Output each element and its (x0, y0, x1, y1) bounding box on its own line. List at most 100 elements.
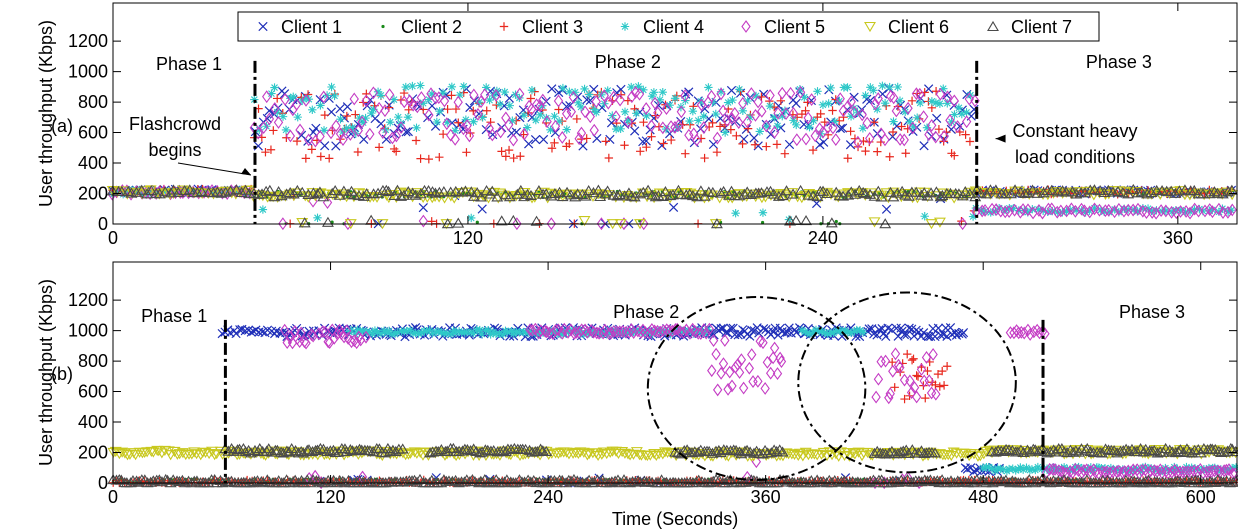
data-point (1178, 184, 1191, 195)
data-point (560, 477, 573, 488)
data-point (408, 329, 418, 338)
data-point (696, 476, 709, 487)
data-point (772, 190, 785, 201)
annotation-label: Flashcrowd (129, 114, 221, 134)
data-point (1096, 205, 1106, 215)
data-point (738, 188, 751, 199)
data-point (446, 329, 456, 339)
data-point (1009, 476, 1022, 487)
data-point (1197, 188, 1209, 199)
data-point (583, 448, 596, 460)
data-point (628, 326, 639, 339)
y-tick-label: 600 (78, 123, 108, 143)
data-point (909, 122, 918, 132)
data-point (1117, 466, 1128, 479)
data-point (962, 89, 972, 100)
data-point (1225, 184, 1238, 195)
data-point (455, 119, 465, 129)
data-point (636, 147, 645, 156)
data-point (565, 87, 574, 96)
data-point (469, 88, 479, 102)
data-point (673, 119, 684, 132)
legend-entry-label: Client 6 (888, 17, 949, 37)
data-point (273, 115, 284, 129)
data-point (950, 151, 959, 160)
data-point (601, 185, 614, 196)
data-point (1156, 476, 1169, 487)
data-point (649, 88, 659, 97)
data-point (347, 192, 360, 203)
data-point (1023, 323, 1033, 337)
data-point (614, 328, 624, 338)
data-point (734, 366, 745, 379)
data-point (813, 87, 822, 96)
data-point (704, 322, 715, 336)
data-point (326, 126, 336, 140)
data-point (295, 123, 305, 137)
data-point (385, 117, 395, 127)
data-point (728, 95, 737, 105)
data-point (195, 185, 208, 196)
data-point (438, 193, 451, 204)
data-point (939, 84, 948, 93)
data-point (747, 325, 757, 335)
data-point (233, 443, 246, 454)
data-point (903, 124, 912, 133)
data-point (633, 324, 643, 338)
data-point (871, 390, 881, 404)
data-point (861, 447, 874, 459)
data-point (282, 446, 295, 457)
data-point (627, 82, 636, 92)
data-point (875, 191, 888, 202)
data-point (678, 444, 691, 456)
data-point (577, 323, 587, 337)
data-point (443, 104, 452, 114)
data-point (329, 184, 342, 196)
data-point (961, 115, 972, 129)
data-point (343, 217, 353, 231)
data-point (1019, 326, 1029, 340)
data-point (342, 324, 352, 338)
data-point (669, 446, 682, 457)
data-point (1062, 207, 1071, 216)
data-point (545, 190, 558, 201)
data-point (1107, 477, 1120, 488)
data-point (546, 217, 557, 231)
data-point (774, 189, 787, 200)
data-point (878, 81, 887, 90)
data-point (728, 323, 738, 333)
data-point (1135, 186, 1148, 197)
data-point (359, 134, 369, 145)
data-point (301, 93, 311, 103)
data-point (870, 97, 880, 111)
data-point (908, 121, 918, 135)
data-point (677, 326, 686, 335)
data-point (955, 121, 965, 131)
y-tick-label: 1000 (68, 62, 108, 82)
data-point (711, 347, 721, 361)
data-point (668, 202, 679, 212)
data-point (784, 215, 796, 226)
data-point (696, 134, 706, 143)
data-point (1037, 187, 1050, 198)
data-point (892, 476, 905, 487)
data-point (688, 106, 698, 116)
data-point (1179, 466, 1188, 476)
phase-label: Phase 3 (1119, 302, 1185, 322)
data-point (164, 450, 177, 461)
data-point (292, 136, 302, 146)
data-point (999, 465, 1008, 474)
data-point (909, 381, 920, 395)
data-point (619, 217, 629, 231)
data-point (285, 129, 296, 143)
data-point (531, 115, 541, 125)
data-point (721, 475, 734, 486)
data-point (1151, 206, 1161, 220)
data-point (1177, 476, 1190, 487)
data-point (585, 90, 594, 99)
data-point (954, 103, 964, 113)
data-point (342, 188, 355, 199)
data-point (649, 324, 660, 338)
data-point (269, 477, 282, 488)
